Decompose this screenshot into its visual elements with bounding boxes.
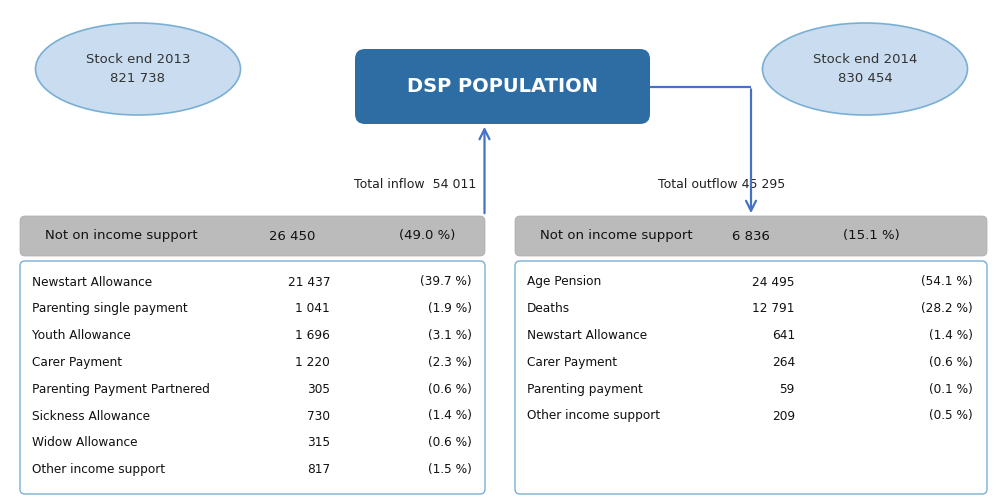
Text: Carer Payment: Carer Payment	[32, 356, 122, 369]
Text: 817: 817	[307, 463, 330, 476]
Text: 12 791: 12 791	[752, 302, 795, 316]
FancyBboxPatch shape	[20, 261, 485, 494]
Text: 26 450: 26 450	[269, 229, 315, 242]
Text: (0.6 %): (0.6 %)	[428, 383, 472, 396]
FancyBboxPatch shape	[20, 216, 485, 256]
Text: 641: 641	[771, 329, 795, 342]
Text: Newstart Allowance: Newstart Allowance	[527, 329, 648, 342]
Text: 1 041: 1 041	[295, 302, 330, 316]
Text: (1.5 %): (1.5 %)	[428, 463, 472, 476]
Text: 1 220: 1 220	[295, 356, 330, 369]
Ellipse shape	[35, 23, 241, 115]
Text: (2.3 %): (2.3 %)	[428, 356, 472, 369]
Text: Deaths: Deaths	[527, 302, 570, 316]
Text: Other income support: Other income support	[527, 409, 660, 422]
Text: (0.5 %): (0.5 %)	[929, 409, 973, 422]
Text: (0.1 %): (0.1 %)	[929, 383, 973, 396]
Text: DSP POPULATION: DSP POPULATION	[407, 77, 598, 96]
Text: 315: 315	[307, 436, 330, 449]
Text: Stock end 2013
821 738: Stock end 2013 821 738	[86, 53, 190, 85]
Text: Age Pension: Age Pension	[527, 276, 601, 288]
Text: (1.4 %): (1.4 %)	[428, 409, 472, 422]
Text: 209: 209	[772, 409, 795, 422]
Text: 730: 730	[307, 409, 330, 422]
Text: 264: 264	[771, 356, 795, 369]
Text: Newstart Allowance: Newstart Allowance	[32, 276, 152, 288]
Text: 21 437: 21 437	[288, 276, 330, 288]
Text: (49.0 %): (49.0 %)	[399, 229, 455, 242]
Ellipse shape	[762, 23, 968, 115]
Text: Parenting Payment Partnered: Parenting Payment Partnered	[32, 383, 209, 396]
Text: Parenting payment: Parenting payment	[527, 383, 642, 396]
Text: Total inflow  54 011: Total inflow 54 011	[354, 177, 476, 191]
FancyBboxPatch shape	[515, 261, 987, 494]
Text: Carer Payment: Carer Payment	[527, 356, 617, 369]
Text: (39.7 %): (39.7 %)	[420, 276, 472, 288]
Text: 6 836: 6 836	[732, 229, 770, 242]
Text: Parenting single payment: Parenting single payment	[32, 302, 187, 316]
Text: (1.9 %): (1.9 %)	[428, 302, 472, 316]
Text: 1 696: 1 696	[295, 329, 330, 342]
Text: (0.6 %): (0.6 %)	[428, 436, 472, 449]
Text: (0.6 %): (0.6 %)	[929, 356, 973, 369]
Text: Not on income support: Not on income support	[540, 229, 693, 242]
Text: Total outflow 45 295: Total outflow 45 295	[658, 177, 785, 191]
Text: (28.2 %): (28.2 %)	[921, 302, 973, 316]
Text: Stock end 2014
830 454: Stock end 2014 830 454	[813, 53, 917, 85]
FancyBboxPatch shape	[515, 216, 987, 256]
Text: (15.1 %): (15.1 %)	[843, 229, 900, 242]
Text: (1.4 %): (1.4 %)	[929, 329, 973, 342]
Text: (54.1 %): (54.1 %)	[921, 276, 973, 288]
Text: 24 495: 24 495	[752, 276, 795, 288]
Text: Not on income support: Not on income support	[45, 229, 197, 242]
Text: 305: 305	[307, 383, 330, 396]
Text: Sickness Allowance: Sickness Allowance	[32, 409, 150, 422]
Text: (3.1 %): (3.1 %)	[428, 329, 472, 342]
Text: Youth Allowance: Youth Allowance	[32, 329, 131, 342]
Text: Widow Allowance: Widow Allowance	[32, 436, 138, 449]
Text: 59: 59	[779, 383, 795, 396]
Text: Other income support: Other income support	[32, 463, 165, 476]
FancyBboxPatch shape	[355, 49, 650, 124]
